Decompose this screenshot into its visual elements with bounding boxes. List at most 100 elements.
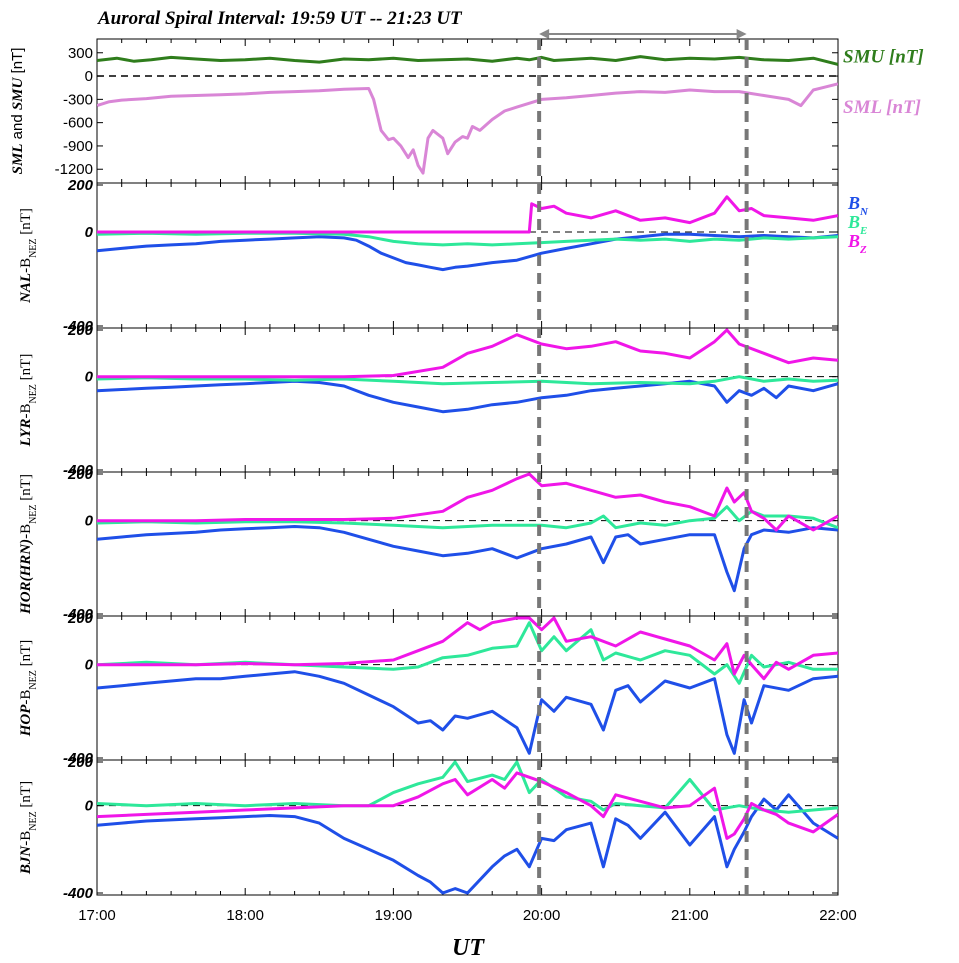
y-tick-label: -600	[63, 115, 93, 132]
y-axis-label-part: NAL	[18, 273, 34, 304]
series-line-b-z	[97, 195, 838, 234]
y-axis-label-part: HOP	[18, 704, 34, 738]
series-line-b-n	[97, 670, 838, 755]
interval-arrow-left-head	[539, 29, 550, 39]
y-axis-label-part: -B	[18, 258, 34, 273]
y-axis-label-part: [nT]	[18, 474, 34, 504]
y-axis-label-part: NEZ	[28, 670, 39, 689]
series-line-sml	[97, 82, 838, 175]
y-tick-label: -400	[63, 318, 94, 335]
y-tick-label: -400	[63, 885, 94, 902]
x-axis-ticks: 17:00 18:00 19:00 20:00 21:00 22:00	[78, 907, 857, 924]
series-line-b-n	[97, 525, 838, 593]
y-tick-label: -1200	[55, 161, 93, 178]
panel-frame	[96, 182, 839, 329]
series-line-b-e	[97, 760, 838, 814]
legend-smu: SMU [nT]	[843, 47, 924, 68]
series-line-b-n	[97, 232, 838, 272]
panel-lyr: 200 0 -400 LYR-BNEZ [nT]	[18, 322, 839, 479]
y-tick-label: 0	[85, 224, 94, 241]
y-axis-label-part: NEZ	[28, 811, 39, 830]
interval-markers	[537, 29, 749, 895]
y-tick-label: 0	[85, 513, 94, 530]
x-tick-label: 19:00	[375, 907, 413, 924]
y-axis-label-part: -B	[18, 404, 34, 419]
legend-subscript: E	[859, 225, 867, 237]
y-axis-label-part: -B	[18, 690, 34, 705]
legend-symbol: B	[847, 193, 860, 213]
y-tick-label: 0	[85, 798, 94, 815]
y-axis-label-part: -B	[18, 524, 34, 539]
x-axis-label: UT	[452, 935, 485, 961]
panel-bjn: 200 0 -400 BJN-BNEZ [nT]	[18, 754, 839, 902]
series-line-b-z	[97, 771, 838, 840]
y-tick-label: 300	[68, 45, 93, 62]
y-tick-label: -400	[63, 462, 94, 479]
y-tick-label: 200	[67, 610, 94, 627]
y-axis-label-part: [nT]	[18, 640, 34, 670]
legend-subscript: Z	[859, 244, 867, 256]
y-axis-label-part: NEZ	[28, 384, 39, 403]
series-line-b-e	[97, 375, 838, 386]
series-line-b-e	[97, 505, 838, 530]
panel-frame	[96, 471, 839, 617]
legend-subscript: N	[859, 206, 869, 218]
y-axis-label-part: (HRN)	[18, 539, 34, 582]
x-tick-label: 20:00	[523, 907, 561, 924]
y-axis-label: HOR(HRN)-BNEZ [nT]	[18, 474, 39, 615]
y-axis-label-part: [nT]	[18, 354, 34, 384]
y-tick-label: -900	[63, 138, 93, 155]
y-axis-label-part: and	[9, 110, 26, 143]
y-tick-label: -400	[63, 606, 94, 623]
series-line-b-e	[97, 621, 838, 685]
interval-arrow-right-head	[736, 29, 747, 39]
x-tick-label: 17:00	[78, 907, 116, 924]
y-tick-label: 200	[67, 754, 94, 771]
y-axis-label-part: [nT]	[9, 48, 26, 78]
y-axis-label-part: BJN	[18, 845, 34, 876]
series-line-b-z	[97, 328, 838, 379]
y-axis-label: NAL-BNEZ [nT]	[18, 208, 39, 304]
series-line-b-z	[97, 472, 838, 532]
panel-hor: 200 0 -400 HOR(HRN)-BNEZ [nT]	[18, 466, 839, 623]
y-axis-label-part: NEZ	[28, 238, 39, 257]
y-axis-label: BJN-BNEZ [nT]	[18, 781, 39, 875]
x-tick-label: 18:00	[226, 907, 264, 924]
y-tick-label: -400	[63, 750, 94, 767]
series-line-smu	[97, 55, 838, 66]
chart-title: Auroral Spiral Interval: 19:59 UT -- 21:…	[97, 8, 463, 29]
y-axis-label: HOP-BNEZ [nT]	[18, 640, 39, 738]
y-axis-label-part: NEZ	[28, 504, 39, 523]
y-axis-label-part: HOR	[18, 581, 34, 615]
legend-symbol: B	[847, 231, 860, 251]
legend-symbol: B	[847, 212, 860, 232]
y-axis-label-part: SML	[10, 144, 26, 175]
legend-bz: BZ	[847, 231, 867, 256]
series-line-b-z	[97, 616, 838, 681]
y-tick-label: 0	[85, 68, 93, 85]
y-axis-label-part: LYR	[18, 419, 34, 448]
legend-be: BE	[847, 212, 867, 237]
y-axis-label: LYR-BNEZ [nT]	[18, 354, 39, 448]
y-tick-label: -300	[63, 91, 93, 108]
y-tick-label: 200	[67, 466, 94, 483]
y-axis-label-part: [nT]	[18, 781, 34, 811]
y-axis-label-part: [nT]	[18, 208, 34, 238]
legend-sml: SML [nT]	[843, 97, 921, 118]
series-line-b-n	[97, 379, 838, 414]
y-tick-label: 200	[67, 322, 94, 339]
y-tick-label: 0	[85, 657, 94, 674]
y-tick-label: 0	[85, 369, 94, 386]
y-axis-label-part: -B	[18, 831, 34, 846]
panel-hop: 200 0 -400 HOP-BNEZ [nT]	[18, 610, 839, 767]
y-tick-label: 200	[67, 177, 94, 194]
y-axis-label: SML and SMU [nT]	[9, 48, 26, 175]
x-tick-label: 21:00	[671, 907, 709, 924]
series-line-b-n	[97, 793, 838, 895]
y-axis-label-part: SMU	[10, 76, 26, 110]
legend-bn: BN	[847, 193, 869, 218]
